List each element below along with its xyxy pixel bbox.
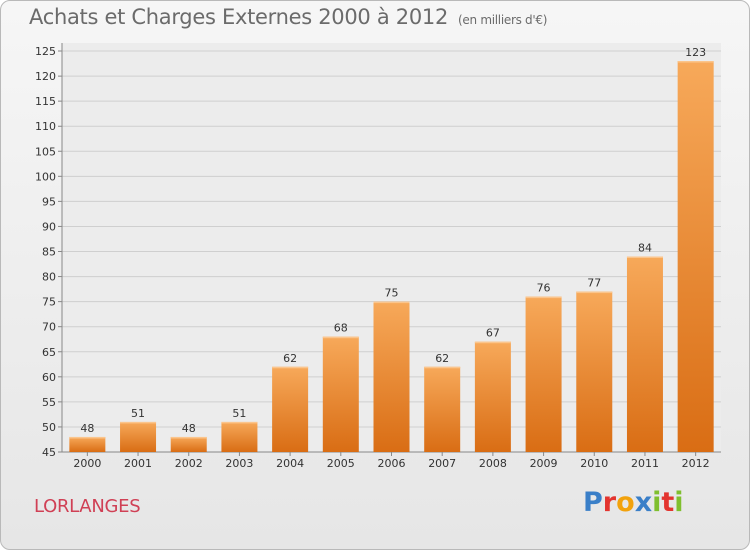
bar-top-edge: [576, 291, 613, 294]
bar-top-edge: [373, 301, 410, 304]
logo-letter: i: [674, 487, 684, 518]
y-tick-label: 115: [35, 95, 56, 108]
bar-top-edge: [322, 336, 359, 339]
x-tick-label: 2001: [124, 457, 152, 470]
logo-letter: t: [661, 487, 675, 518]
bar-top-edge: [424, 366, 461, 369]
x-tick-label: 2011: [631, 457, 659, 470]
logo-letter: r: [602, 487, 617, 518]
bar-top-edge: [120, 421, 157, 424]
data-label: 68: [334, 322, 348, 335]
proxiti-logo: Proxiti: [583, 487, 684, 518]
data-label: 67: [486, 327, 500, 340]
y-tick-label: 90: [42, 220, 56, 233]
chart-subtitle: (en milliers d'€): [458, 13, 548, 27]
bar-top-edge: [677, 61, 714, 63]
logo-letter: i: [652, 487, 662, 518]
bar: [69, 436, 106, 452]
logo-letter: o: [616, 487, 635, 518]
bar: [424, 366, 461, 452]
y-tick-label: 100: [35, 170, 56, 183]
logo-letter: x: [634, 487, 653, 518]
y-tick-label: 110: [35, 120, 56, 133]
x-tick-label: 2010: [580, 457, 608, 470]
y-tick-label: 125: [35, 45, 56, 58]
x-tick-label: 2002: [175, 457, 203, 470]
bar: [626, 256, 663, 452]
y-tick-label: 50: [42, 421, 56, 434]
logo-letter: P: [583, 487, 603, 518]
data-label: 75: [385, 287, 399, 300]
bar: [576, 291, 613, 452]
data-label: 62: [435, 352, 449, 365]
x-tick-label: 2007: [428, 457, 456, 470]
bar-top-edge: [69, 436, 106, 439]
data-label: 48: [80, 422, 94, 435]
data-label: 84: [638, 242, 652, 255]
bar: [525, 296, 562, 452]
bar-top-edge: [272, 366, 309, 369]
bar: [221, 421, 258, 452]
data-label: 76: [537, 282, 551, 295]
y-tick-label: 70: [42, 321, 56, 334]
y-tick-label: 55: [42, 396, 56, 409]
x-tick-label: 2005: [327, 457, 355, 470]
data-label: 48: [182, 422, 196, 435]
y-tick-label: 45: [42, 446, 56, 459]
bar: [322, 336, 359, 452]
chart-title: Achats et Charges Externes 2000 à 2012 (e…: [29, 5, 547, 29]
bar-top-edge: [474, 341, 511, 344]
y-tick-label: 65: [42, 346, 56, 359]
data-label: 123: [685, 46, 706, 59]
x-tick-label: 2004: [276, 457, 304, 470]
title-text: Achats et Charges Externes 2000 à 2012: [29, 5, 449, 29]
y-tick-label: 105: [35, 145, 56, 158]
y-tick-label: 80: [42, 271, 56, 284]
bar-top-edge: [626, 256, 663, 259]
bar-top-edge: [525, 296, 562, 299]
x-tick-label: 2009: [530, 457, 558, 470]
x-tick-label: 2012: [682, 457, 710, 470]
x-tick-label: 2006: [378, 457, 406, 470]
y-tick-label: 120: [35, 70, 56, 83]
bar: [474, 341, 511, 452]
data-label: 51: [232, 407, 246, 420]
bar-top-edge: [221, 421, 258, 424]
y-tick-label: 60: [42, 371, 56, 384]
bar: [373, 301, 410, 452]
bar-top-edge: [170, 436, 207, 439]
y-tick-label: 75: [42, 296, 56, 309]
x-tick-label: 2003: [225, 457, 253, 470]
bar: [677, 61, 714, 453]
y-tick-label: 85: [42, 246, 56, 259]
x-tick-label: 2008: [479, 457, 507, 470]
bar: [170, 436, 207, 452]
data-label: 51: [131, 407, 145, 420]
bar: [120, 421, 157, 452]
location-label: LORLANGES: [34, 496, 141, 517]
data-label: 77: [587, 277, 601, 290]
x-tick-label: 2000: [73, 457, 101, 470]
data-label: 62: [283, 352, 297, 365]
bar: [272, 366, 309, 452]
y-tick-label: 95: [42, 195, 56, 208]
